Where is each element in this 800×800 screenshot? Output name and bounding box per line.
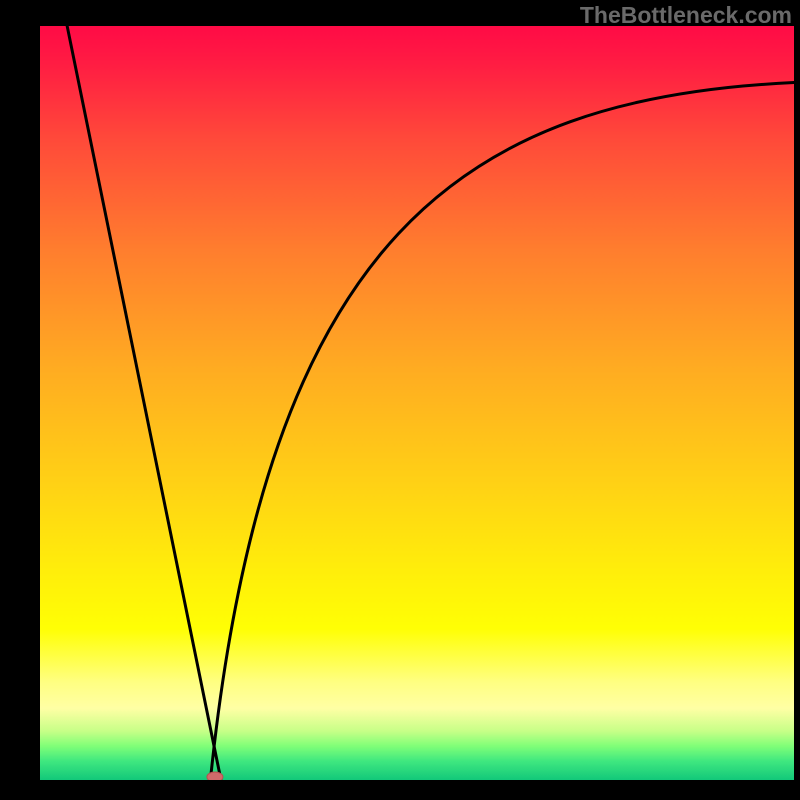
plot-frame-bottom xyxy=(0,780,800,800)
bottleneck-curve-layer xyxy=(40,26,794,780)
curve-left-branch xyxy=(67,26,221,780)
plot-frame-left xyxy=(0,0,40,800)
curve-right-branch xyxy=(210,83,794,780)
watermark-text: TheBottleneck.com xyxy=(580,2,792,29)
plot-frame-right xyxy=(794,0,800,800)
